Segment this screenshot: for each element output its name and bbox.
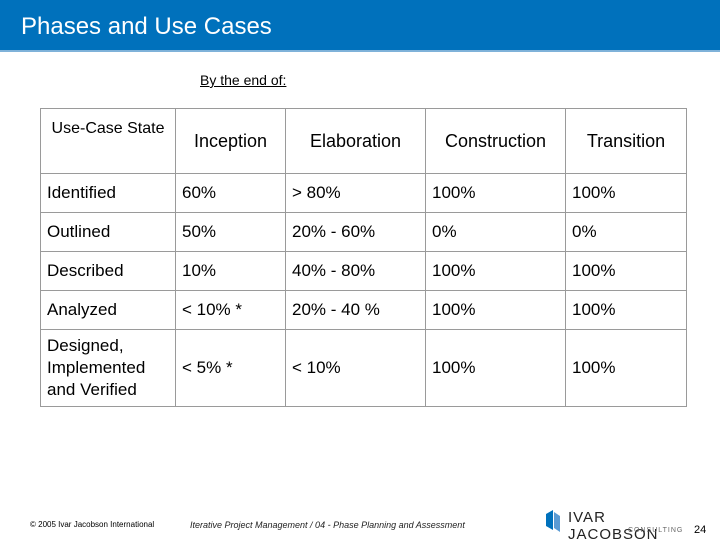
value-cell: 100% [565,290,687,330]
table-row: Designed, Implemented and Verified < 5% … [40,329,687,407]
column-header-inception: Inception [175,108,286,174]
table-header-row: Use-Case State Inception Elaboration Con… [40,108,687,174]
slide-title: Phases and Use Cases [21,13,272,40]
value-cell: 10% [175,251,286,291]
value-cell: > 80% [285,173,426,213]
copyright-text: © 2005 Ivar Jacobson International [30,520,155,529]
column-header-elaboration: Elaboration [285,108,426,174]
table-caption: By the end of: [200,72,287,88]
value-cell: < 10% [285,329,426,407]
logo-subtitle: CONSULTING [628,527,684,534]
company-logo: IVAR JACOBSON CONSULTING [540,506,684,543]
table-row: Described 10% 40% - 80% 100% 100% [40,251,687,291]
value-cell: 100% [565,251,687,291]
value-cell: 60% [175,173,286,213]
value-cell: < 10% * [175,290,286,330]
phases-table: Use-Case State Inception Elaboration Con… [40,108,687,407]
value-cell: 50% [175,212,286,252]
value-cell: 40% - 80% [285,251,426,291]
logo-name: IVAR JACOBSON [568,509,659,543]
title-bar: Phases and Use Cases [0,0,720,52]
table-row: Analyzed < 10% * 20% - 40 % 100% 100% [40,290,687,330]
page-number: 24 [694,524,707,536]
state-cell: Identified [40,173,176,213]
column-header-construction: Construction [425,108,566,174]
logo-mark-icon [546,510,560,532]
value-cell: 20% - 60% [285,212,426,252]
column-header-transition: Transition [565,108,687,174]
value-cell: 100% [425,173,566,213]
value-cell: 100% [565,329,687,407]
value-cell: 100% [565,173,687,213]
value-cell: 0% [425,212,566,252]
state-cell: Described [40,251,176,291]
table-row: Identified 60% > 80% 100% 100% [40,173,687,213]
value-cell: < 5% * [175,329,286,407]
value-cell: 100% [425,251,566,291]
value-cell: 0% [565,212,687,252]
value-cell: 100% [425,290,566,330]
column-header-state: Use-Case State [40,108,176,174]
course-footer: Iterative Project Management / 04 - Phas… [190,520,465,530]
state-cell: Analyzed [40,290,176,330]
table-row: Outlined 50% 20% - 60% 0% 0% [40,212,687,252]
state-cell: Outlined [40,212,176,252]
state-cell: Designed, Implemented and Verified [40,329,176,407]
value-cell: 100% [425,329,566,407]
value-cell: 20% - 40 % [285,290,426,330]
